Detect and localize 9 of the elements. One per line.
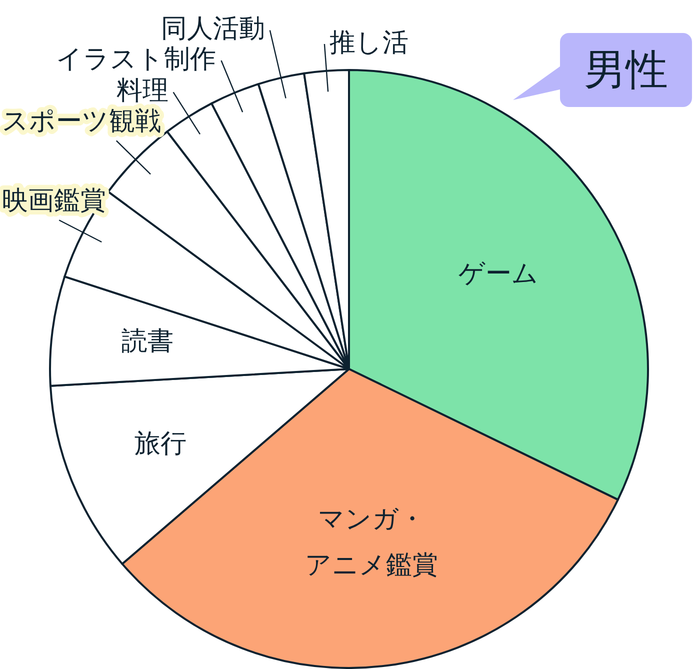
slice-label: 同人活動 — [160, 14, 265, 44]
slice-label: 料理 — [116, 76, 168, 106]
slice-label: 推し活 — [329, 28, 408, 58]
slice-label: ゲーム — [458, 259, 539, 290]
slice-label: マンガ・アニメ鑑賞 — [305, 504, 438, 581]
slice-label: イラスト制作 — [56, 44, 216, 74]
slice-label: スポーツ観戦 — [2, 106, 161, 136]
slice-label: 読書 — [121, 326, 174, 357]
slice-label: 旅行 — [134, 428, 186, 459]
